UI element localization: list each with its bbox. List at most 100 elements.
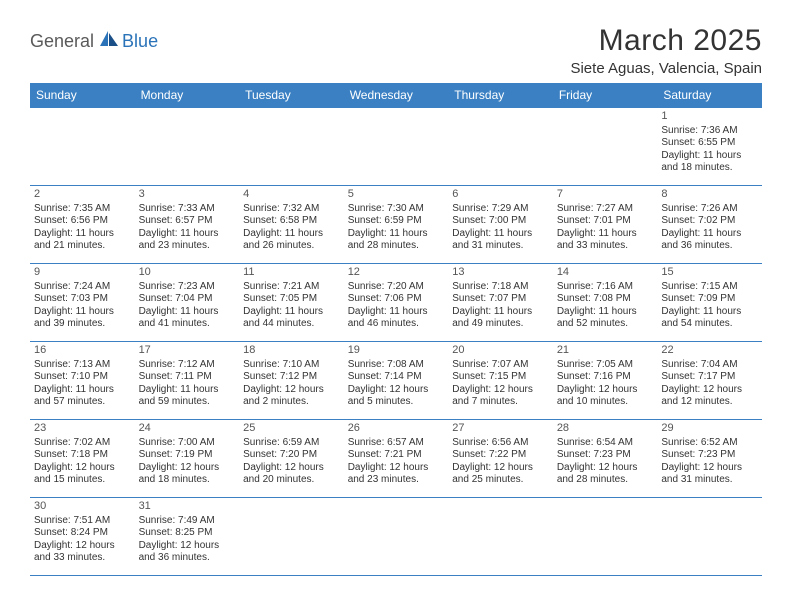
calendar-day-cell: 30Sunrise: 7:51 AMSunset: 8:24 PMDayligh…	[30, 498, 135, 576]
day-number: 4	[243, 188, 340, 202]
sunrise-text: Sunrise: 7:05 AM	[557, 359, 654, 372]
calendar-day-cell: 23Sunrise: 7:02 AMSunset: 7:18 PMDayligh…	[30, 420, 135, 498]
calendar-empty-cell	[344, 498, 449, 576]
weekday-header: Tuesday	[239, 83, 344, 108]
daylight-text: Daylight: 11 hours and 36 minutes.	[661, 228, 758, 253]
weekday-header: Monday	[135, 83, 240, 108]
sunrise-text: Sunrise: 7:15 AM	[661, 281, 758, 294]
calendar-day-cell: 29Sunrise: 6:52 AMSunset: 7:23 PMDayligh…	[657, 420, 762, 498]
daylight-text: Daylight: 11 hours and 41 minutes.	[139, 306, 236, 331]
calendar-day-cell: 10Sunrise: 7:23 AMSunset: 7:04 PMDayligh…	[135, 264, 240, 342]
calendar-day-cell: 15Sunrise: 7:15 AMSunset: 7:09 PMDayligh…	[657, 264, 762, 342]
daylight-text: Daylight: 12 hours and 36 minutes.	[139, 540, 236, 565]
weekday-row: SundayMondayTuesdayWednesdayThursdayFrid…	[30, 83, 762, 108]
calendar-day-cell: 22Sunrise: 7:04 AMSunset: 7:17 PMDayligh…	[657, 342, 762, 420]
sunrise-text: Sunrise: 6:56 AM	[452, 437, 549, 450]
day-number: 7	[557, 188, 654, 202]
sunset-text: Sunset: 7:23 PM	[661, 449, 758, 462]
sunrise-text: Sunrise: 7:10 AM	[243, 359, 340, 372]
sunrise-text: Sunrise: 7:36 AM	[661, 125, 758, 138]
day-number: 5	[348, 188, 445, 202]
calendar-day-cell: 31Sunrise: 7:49 AMSunset: 8:25 PMDayligh…	[135, 498, 240, 576]
day-number: 19	[348, 344, 445, 358]
day-number: 21	[557, 344, 654, 358]
day-number: 22	[661, 344, 758, 358]
daylight-text: Daylight: 12 hours and 31 minutes.	[661, 462, 758, 487]
day-number: 17	[139, 344, 236, 358]
daylight-text: Daylight: 12 hours and 15 minutes.	[34, 462, 131, 487]
calendar-empty-cell	[448, 498, 553, 576]
day-number: 25	[243, 422, 340, 436]
daylight-text: Daylight: 12 hours and 20 minutes.	[243, 462, 340, 487]
sunset-text: Sunset: 7:15 PM	[452, 371, 549, 384]
calendar-day-cell: 1Sunrise: 7:36 AMSunset: 6:55 PMDaylight…	[657, 108, 762, 186]
sunset-text: Sunset: 7:19 PM	[139, 449, 236, 462]
calendar-day-cell: 26Sunrise: 6:57 AMSunset: 7:21 PMDayligh…	[344, 420, 449, 498]
sunrise-text: Sunrise: 7:30 AM	[348, 203, 445, 216]
day-number: 1	[661, 110, 758, 124]
calendar-empty-cell	[239, 498, 344, 576]
day-number: 3	[139, 188, 236, 202]
day-number: 24	[139, 422, 236, 436]
sunrise-text: Sunrise: 7:12 AM	[139, 359, 236, 372]
sunset-text: Sunset: 7:00 PM	[452, 215, 549, 228]
sunrise-text: Sunrise: 7:29 AM	[452, 203, 549, 216]
sunset-text: Sunset: 7:06 PM	[348, 293, 445, 306]
sunset-text: Sunset: 7:09 PM	[661, 293, 758, 306]
sunrise-text: Sunrise: 7:24 AM	[34, 281, 131, 294]
calendar-empty-cell	[553, 108, 658, 186]
calendar-body: 1Sunrise: 7:36 AMSunset: 6:55 PMDaylight…	[30, 108, 762, 576]
calendar-day-cell: 16Sunrise: 7:13 AMSunset: 7:10 PMDayligh…	[30, 342, 135, 420]
calendar-empty-cell	[30, 108, 135, 186]
calendar-day-cell: 5Sunrise: 7:30 AMSunset: 6:59 PMDaylight…	[344, 186, 449, 264]
daylight-text: Daylight: 11 hours and 18 minutes.	[661, 150, 758, 175]
sunrise-text: Sunrise: 6:54 AM	[557, 437, 654, 450]
calendar-head: SundayMondayTuesdayWednesdayThursdayFrid…	[30, 83, 762, 108]
sunset-text: Sunset: 7:20 PM	[243, 449, 340, 462]
sunrise-text: Sunrise: 7:13 AM	[34, 359, 131, 372]
day-number: 29	[661, 422, 758, 436]
sunrise-text: Sunrise: 7:23 AM	[139, 281, 236, 294]
daylight-text: Daylight: 11 hours and 33 minutes.	[557, 228, 654, 253]
sunrise-text: Sunrise: 7:00 AM	[139, 437, 236, 450]
sunset-text: Sunset: 6:55 PM	[661, 137, 758, 150]
calendar-day-cell: 27Sunrise: 6:56 AMSunset: 7:22 PMDayligh…	[448, 420, 553, 498]
calendar-day-cell: 7Sunrise: 7:27 AMSunset: 7:01 PMDaylight…	[553, 186, 658, 264]
day-number: 6	[452, 188, 549, 202]
calendar-day-cell: 14Sunrise: 7:16 AMSunset: 7:08 PMDayligh…	[553, 264, 658, 342]
calendar-week-row: 23Sunrise: 7:02 AMSunset: 7:18 PMDayligh…	[30, 420, 762, 498]
calendar-day-cell: 8Sunrise: 7:26 AMSunset: 7:02 PMDaylight…	[657, 186, 762, 264]
sunset-text: Sunset: 6:56 PM	[34, 215, 131, 228]
month-title: March 2025	[570, 24, 762, 58]
calendar-empty-cell	[239, 108, 344, 186]
calendar-day-cell: 3Sunrise: 7:33 AMSunset: 6:57 PMDaylight…	[135, 186, 240, 264]
calendar-day-cell: 17Sunrise: 7:12 AMSunset: 7:11 PMDayligh…	[135, 342, 240, 420]
daylight-text: Daylight: 11 hours and 28 minutes.	[348, 228, 445, 253]
calendar-empty-cell	[657, 498, 762, 576]
day-number: 15	[661, 266, 758, 280]
sunset-text: Sunset: 7:11 PM	[139, 371, 236, 384]
calendar-day-cell: 9Sunrise: 7:24 AMSunset: 7:03 PMDaylight…	[30, 264, 135, 342]
calendar-day-cell: 28Sunrise: 6:54 AMSunset: 7:23 PMDayligh…	[553, 420, 658, 498]
calendar-empty-cell	[448, 108, 553, 186]
calendar-day-cell: 18Sunrise: 7:10 AMSunset: 7:12 PMDayligh…	[239, 342, 344, 420]
sunset-text: Sunset: 8:24 PM	[34, 527, 131, 540]
sunset-text: Sunset: 7:16 PM	[557, 371, 654, 384]
sunrise-text: Sunrise: 7:35 AM	[34, 203, 131, 216]
sunrise-text: Sunrise: 7:21 AM	[243, 281, 340, 294]
calendar-day-cell: 25Sunrise: 6:59 AMSunset: 7:20 PMDayligh…	[239, 420, 344, 498]
day-number: 13	[452, 266, 549, 280]
sunset-text: Sunset: 7:21 PM	[348, 449, 445, 462]
calendar-week-row: 2Sunrise: 7:35 AMSunset: 6:56 PMDaylight…	[30, 186, 762, 264]
sunrise-text: Sunrise: 7:04 AM	[661, 359, 758, 372]
day-number: 12	[348, 266, 445, 280]
daylight-text: Daylight: 11 hours and 59 minutes.	[139, 384, 236, 409]
sunrise-text: Sunrise: 7:32 AM	[243, 203, 340, 216]
sunset-text: Sunset: 7:04 PM	[139, 293, 236, 306]
daylight-text: Daylight: 11 hours and 54 minutes.	[661, 306, 758, 331]
day-number: 31	[139, 500, 236, 514]
logo-text-part1: General	[30, 31, 94, 52]
title-block: March 2025 Siete Aguas, Valencia, Spain	[570, 24, 762, 77]
sunrise-text: Sunrise: 6:52 AM	[661, 437, 758, 450]
weekday-header: Saturday	[657, 83, 762, 108]
